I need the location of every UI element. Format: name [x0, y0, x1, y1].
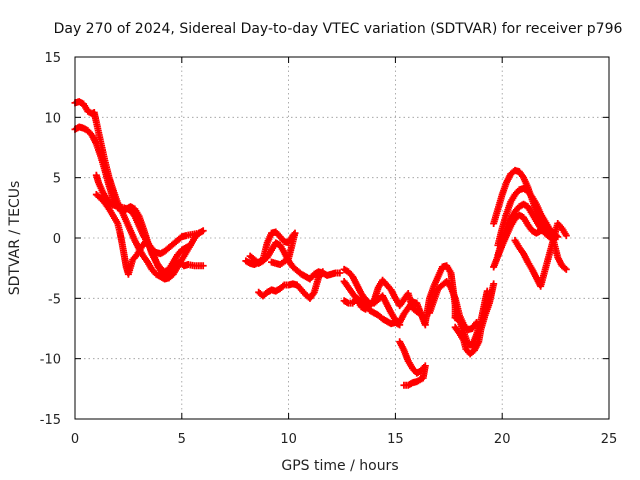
data-point-marker — [483, 287, 491, 295]
series-trace-4 — [92, 191, 207, 281]
data-point-marker — [319, 268, 327, 276]
x-tick-label: 15 — [387, 432, 404, 447]
x-tick-label: 20 — [494, 432, 511, 447]
y-tick-label: -5 — [48, 292, 61, 307]
axis-ticks: 0 5 10 15 20 25 -15 -10 -5 0 5 10 15 — [40, 51, 618, 447]
x-tick-label: 10 — [280, 432, 297, 447]
y-tick-label: 15 — [44, 51, 61, 66]
data-point-marker — [195, 229, 203, 237]
x-axis-label: GPS time / hours — [281, 458, 398, 474]
series-trace-19 — [494, 200, 557, 259]
data-point-marker — [490, 280, 498, 288]
series-trace-11 — [396, 338, 429, 389]
y-tick-label: -10 — [40, 353, 61, 368]
data-point-marker — [562, 232, 570, 240]
grid-lines — [75, 57, 609, 419]
x-tick-label: 0 — [71, 432, 79, 447]
data-point-marker — [199, 262, 207, 270]
y-axis-label: SDTVAR / TECUs — [7, 181, 23, 296]
x-tick-label: 25 — [601, 432, 618, 447]
data-points — [71, 98, 570, 389]
chart-title: Day 270 of 2024, Sidereal Day-to-day VTE… — [54, 21, 623, 37]
data-point-marker — [268, 258, 276, 266]
data-point-marker — [199, 227, 207, 235]
series-trace-20 — [511, 220, 570, 290]
x-tick-label: 5 — [178, 432, 186, 447]
data-point-marker — [561, 264, 569, 272]
series-trace-1 — [71, 123, 194, 276]
data-point-marker — [562, 265, 570, 273]
y-tick-label: 0 — [53, 232, 61, 247]
y-tick-label: 5 — [53, 172, 61, 187]
series-trace-7 — [255, 268, 327, 302]
y-tick-label: -15 — [40, 413, 61, 428]
series-trace-6 — [242, 228, 299, 269]
data-point-marker — [336, 269, 344, 277]
series-trace-10 — [340, 294, 404, 329]
data-point-marker — [279, 282, 287, 290]
y-tick-label: 10 — [44, 111, 61, 126]
series-trace-15 — [451, 287, 491, 349]
data-point-marker — [396, 321, 404, 329]
data-point-marker — [400, 381, 408, 389]
